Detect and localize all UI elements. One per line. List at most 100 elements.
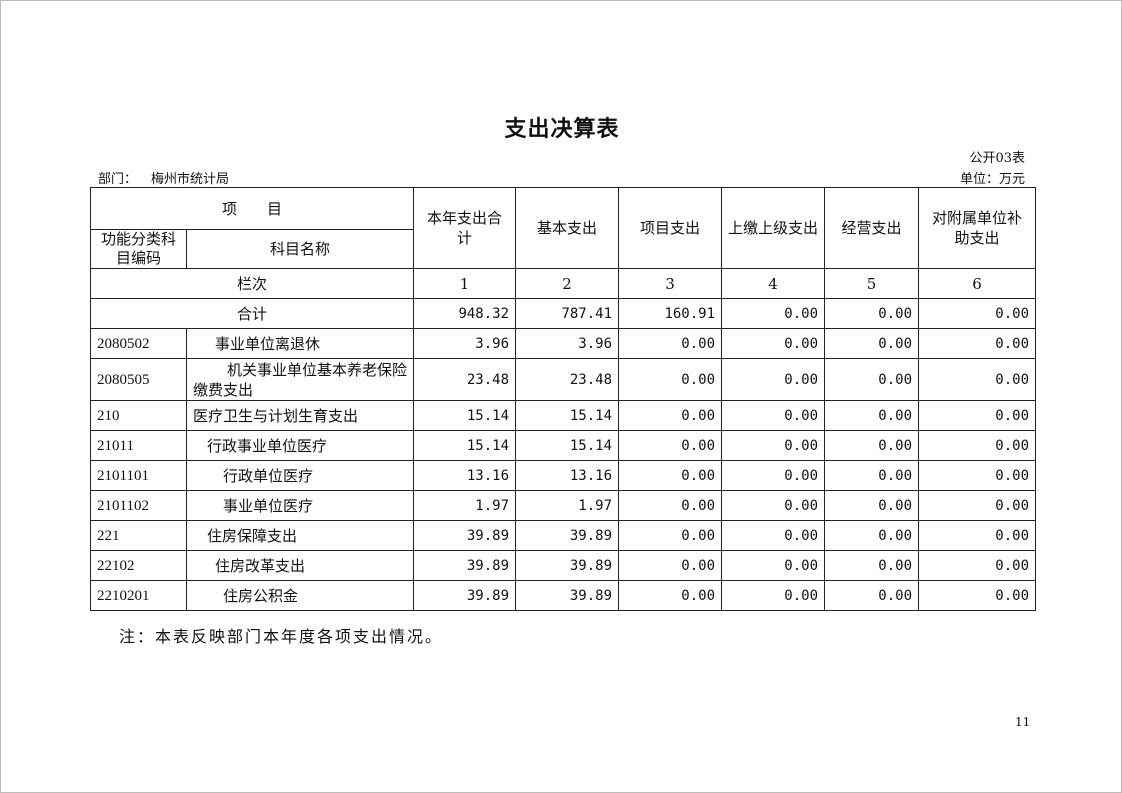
row-code: 210: [90, 400, 187, 431]
department-label: 部门：: [98, 172, 138, 187]
page-number: 11: [1015, 715, 1031, 729]
row-value: 13.16: [515, 460, 620, 491]
row-value: 0.00: [918, 550, 1037, 581]
row-value: 1.97: [413, 490, 517, 521]
table-row: 21011 行政事业单位医疗 15.14 15.14 0.00 0.00 0.00 0.00: [90, 430, 1037, 461]
header-col-6: 对附属单位补助支出: [918, 187, 1037, 269]
row-value: 0.00: [721, 460, 826, 491]
row-value: 0.00: [824, 460, 920, 491]
row-value: 0.00: [721, 520, 826, 551]
row-value: 39.89: [515, 580, 620, 611]
row-value: 15.14: [413, 430, 517, 461]
unit-label: 单位：万元: [959, 172, 1025, 187]
row-name: 事业单位医疗: [185, 490, 415, 521]
total-value: 160.91: [618, 298, 723, 329]
row-value: 0.00: [618, 520, 723, 551]
row-value: 0.00: [618, 430, 723, 461]
row-value: 0.00: [918, 460, 1037, 491]
row-value: 0.00: [618, 490, 723, 521]
row-value: 39.89: [413, 550, 517, 581]
row-value: 0.00: [618, 580, 723, 611]
total-row: 合计 948.32 787.41 160.91 0.00 0.00 0.00: [89, 298, 1037, 329]
table-row: 2101102 事业单位医疗 1.97 1.97 0.00 0.00 0.00 0.00: [90, 490, 1037, 521]
row-value: 0.00: [618, 328, 723, 359]
row-value: 15.14: [413, 400, 517, 431]
row-value: 0.00: [824, 580, 920, 611]
row-value: 0.00: [618, 460, 723, 491]
row-value: 1.97: [515, 490, 620, 521]
row-value: 0.00: [918, 490, 1037, 521]
row-value: 0.00: [824, 430, 920, 461]
row-value: 3.96: [413, 328, 517, 359]
row-code: 2101102: [90, 490, 187, 521]
column-index-row: 栏次 1 2 3 4 5 6: [89, 268, 1037, 299]
row-value: 0.00: [618, 550, 723, 581]
row-value: 0.00: [824, 358, 920, 401]
row-name: 事业单位离退休: [185, 328, 415, 359]
header-col-5: 经营支出: [824, 187, 920, 269]
header-col-3: 项目支出: [618, 187, 723, 269]
row-value: 0.00: [721, 550, 826, 581]
row-code: 21011: [90, 430, 187, 461]
row-value: 3.96: [515, 328, 620, 359]
row-value: 0.00: [824, 490, 920, 521]
row-code: 2210201: [90, 580, 187, 611]
row-value: 0.00: [918, 580, 1037, 611]
row-value: 0.00: [824, 520, 920, 551]
table-note: 注：本表反映部门本年度各项支出情况。: [119, 627, 444, 646]
column-index: 2: [515, 268, 620, 299]
header-col-1: 本年支出合计: [413, 187, 517, 269]
row-value: 15.14: [515, 400, 620, 431]
form-number: 公开03表: [969, 151, 1025, 166]
page-title: 支出决算表: [504, 116, 620, 142]
table-row: 2101101 行政单位医疗 13.16 13.16 0.00 0.00 0.00 0.00: [90, 460, 1037, 491]
row-value: 0.00: [618, 358, 723, 401]
row-name: 住房改革支出: [185, 550, 415, 581]
column-index: 4: [721, 268, 826, 299]
total-label: 合计: [89, 298, 415, 329]
column-index: 1: [413, 268, 517, 299]
row-name: 行政事业单位医疗: [185, 430, 415, 461]
row-value: 39.89: [515, 520, 620, 551]
row-value: 0.00: [721, 358, 826, 401]
table-row: 210 医疗卫生与计划生育支出 15.14 15.14 0.00 0.00 0.00 0.00: [90, 400, 1037, 431]
row-value: 0.00: [918, 400, 1037, 431]
row-value: 0.00: [824, 550, 920, 581]
total-value: 787.41: [515, 298, 620, 329]
total-value: 948.32: [413, 298, 517, 329]
table-row: 22102 住房改革支出 39.89 39.89 0.00 0.00 0.00 0.00: [90, 550, 1037, 581]
row-value: 0.00: [618, 400, 723, 431]
row-code: 22102: [90, 550, 187, 581]
header-code: 功能分类科目编码: [90, 229, 187, 269]
row-value: 13.16: [413, 460, 517, 491]
row-value: 0.00: [824, 328, 920, 359]
column-index: 3: [618, 268, 723, 299]
row-value: 15.14: [515, 430, 620, 461]
department-line: 部门： 梅州市统计局: [98, 168, 229, 187]
row-name: 医疗卫生与计划生育支出: [185, 400, 415, 431]
row-value: 39.89: [413, 580, 517, 611]
row-code: 2080505: [90, 358, 187, 401]
row-name: 住房公积金: [185, 580, 415, 611]
row-value: 0.00: [824, 400, 920, 431]
column-index: 5: [824, 268, 920, 299]
column-index-label: 栏次: [89, 268, 415, 299]
row-value: 0.00: [721, 400, 826, 431]
row-code: 221: [90, 520, 187, 551]
row-value: 0.00: [918, 358, 1037, 401]
row-value: 0.00: [918, 520, 1037, 551]
header-col-4: 上缴上级支出: [721, 187, 826, 269]
row-value: 39.89: [413, 520, 517, 551]
table-row: 221 住房保障支出 39.89 39.89 0.00 0.00 0.00 0.00: [90, 520, 1037, 551]
department-name: 梅州市统计局: [151, 172, 230, 187]
row-value: 0.00: [721, 328, 826, 359]
row-code: 2080502: [90, 328, 187, 359]
column-index: 6: [918, 268, 1037, 299]
row-code: 2101101: [90, 460, 187, 491]
total-value: 0.00: [824, 298, 920, 329]
row-value: 0.00: [721, 430, 826, 461]
row-value: 23.48: [515, 358, 620, 401]
row-value: 0.00: [918, 328, 1037, 359]
row-value: 23.48: [413, 358, 517, 401]
row-name: 机关事业单位基本养老保险缴费支出: [185, 358, 415, 401]
